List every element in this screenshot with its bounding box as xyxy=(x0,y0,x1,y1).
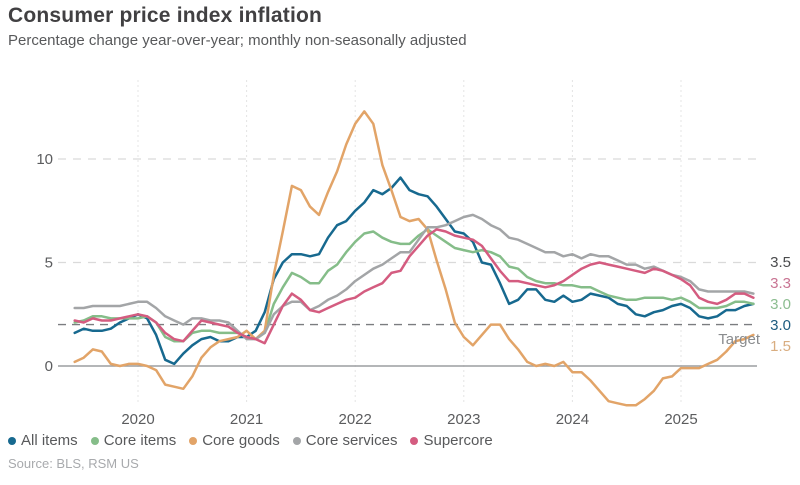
legend-dot-all-items xyxy=(8,436,16,445)
series-line-core-services xyxy=(73,213,755,341)
end-value-label-core-items: 3.0 xyxy=(770,296,791,313)
legend-label-core-goods: Core goods xyxy=(202,432,280,449)
legend-label-supercore: Supercore xyxy=(423,432,493,449)
x-axis-tick-labels: 2020 2021 2022 2023 2024 2025 xyxy=(121,411,697,428)
x-tick-label-2022: 2022 xyxy=(339,411,372,428)
series-line-core-goods xyxy=(73,110,755,407)
horizontal-gridlines xyxy=(58,158,757,264)
x-tick-label-2023: 2023 xyxy=(447,411,480,428)
page-subtitle: Percentage change year-over-year; monthl… xyxy=(8,32,467,49)
legend-item-supercore: Supercore xyxy=(410,432,493,449)
x-tick-label-2020: 2020 xyxy=(121,411,154,428)
legend-dot-core-items xyxy=(90,436,99,445)
chart-legend: All items Core items Core goods Core servic… xyxy=(8,432,493,449)
legend-label-core-items: Core items xyxy=(103,432,177,449)
y-tick-label-5: 5 xyxy=(45,255,53,272)
legend-item-core-services: Core services xyxy=(292,432,398,449)
x-tick-label-2024: 2024 xyxy=(556,411,589,428)
vertical-gridlines xyxy=(137,80,682,403)
x-tick-label-2021: 2021 xyxy=(230,411,263,428)
target-line-label: Target xyxy=(718,331,761,348)
y-tick-label-10: 10 xyxy=(36,151,53,168)
legend-label-all-items: All items xyxy=(21,432,78,449)
legend-dot-core-goods xyxy=(189,436,198,445)
series-line-all-items xyxy=(73,176,755,366)
legend-item-core-items: Core items xyxy=(90,432,177,449)
legend-item-core-goods: Core goods xyxy=(189,432,280,449)
source-note: Source: BLS, RSM US xyxy=(8,456,139,471)
legend-dot-supercore xyxy=(410,436,419,445)
series-lines xyxy=(73,110,755,407)
end-value-label-core-goods: 1.5 xyxy=(770,338,791,355)
end-value-label-core-services: 3.5 xyxy=(770,254,791,271)
x-tick-label-2025: 2025 xyxy=(664,411,697,428)
y-axis-tick-labels: 0 5 10 xyxy=(36,151,53,375)
legend-label-core-services: Core services xyxy=(305,432,398,449)
page-title: Consumer price index inflation xyxy=(8,4,323,27)
series-end-value-labels: 3.5 3.3 3.0 3.0 1.5 xyxy=(770,254,791,355)
y-tick-label-0: 0 xyxy=(45,358,53,375)
legend-item-all-items: All items xyxy=(8,432,78,449)
end-value-label-supercore: 3.3 xyxy=(770,275,791,292)
end-value-label-all-items: 3.0 xyxy=(770,317,791,334)
legend-dot-core-services xyxy=(292,436,301,445)
series-line-supercore xyxy=(73,228,755,345)
